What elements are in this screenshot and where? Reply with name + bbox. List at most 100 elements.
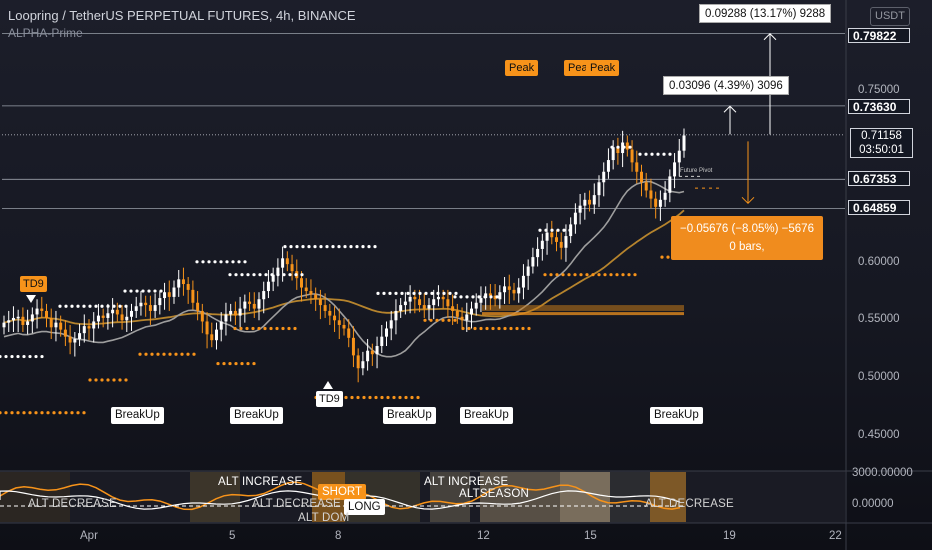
resistance-dot — [270, 273, 274, 277]
candle-body — [540, 240, 544, 249]
resistance-dot — [16, 354, 20, 359]
resistance-dot — [234, 273, 238, 277]
support-dot — [485, 326, 489, 331]
price-tick: 0.75000 — [858, 84, 900, 96]
support-dot — [491, 326, 495, 331]
measure-down-box[interactable]: −0.05676 (−8.05%) −5676 0 bars, — [671, 216, 823, 260]
support-dot — [251, 326, 255, 331]
support-dot — [28, 411, 32, 415]
candle-body — [616, 147, 620, 154]
td9-top-label: TD9 — [20, 276, 47, 292]
candle-body — [375, 346, 379, 355]
resistance-dot — [258, 273, 262, 277]
candle-body — [470, 308, 473, 315]
resistance-dot — [240, 273, 244, 277]
slow-ma-line — [3, 209, 685, 326]
support-dot — [479, 326, 483, 331]
resistance-dot — [550, 228, 554, 232]
resistance-dot — [295, 245, 299, 249]
candle-body — [578, 205, 582, 213]
candle-body — [531, 257, 535, 267]
support-dot — [467, 326, 471, 331]
candle-body — [82, 326, 86, 334]
resistance-dot — [331, 245, 335, 249]
candle-body — [503, 286, 507, 293]
candle-body — [356, 355, 360, 369]
resistance-dot — [319, 245, 323, 249]
candle-body — [262, 291, 266, 300]
candle-body — [644, 182, 648, 191]
support-dot — [447, 318, 451, 322]
candle-body — [588, 199, 592, 205]
support-dot — [410, 395, 414, 400]
time-tick: 8 — [335, 530, 342, 542]
support-dot — [162, 352, 166, 356]
candle-body — [30, 314, 34, 322]
candle-body — [186, 284, 190, 290]
support-dot — [106, 378, 110, 382]
resistance-dot — [264, 273, 268, 277]
support-dot — [368, 395, 372, 400]
support-dot — [246, 361, 250, 366]
support-dot — [561, 273, 565, 277]
support-dot — [281, 326, 285, 331]
support-dot — [76, 411, 80, 415]
resistance-dot — [82, 304, 86, 308]
support-dot — [144, 352, 148, 356]
candle-body — [177, 279, 181, 288]
price-level-label: 0.67353 — [848, 171, 910, 186]
candle-body — [351, 337, 355, 356]
resistance-dot — [228, 273, 232, 277]
resistance-dot — [4, 354, 8, 359]
candle-body — [413, 296, 417, 300]
resistance-dot — [628, 145, 632, 149]
support-dot — [293, 326, 297, 331]
support-dot — [603, 273, 607, 277]
currency-badge[interactable]: USDT — [870, 7, 910, 26]
time-tick: 15 — [584, 530, 597, 542]
resistance-dot — [412, 291, 416, 295]
candle-body — [68, 336, 72, 343]
resistance-dot — [153, 289, 157, 293]
measure-long-label[interactable]: 0.09288 (13.17%) 9288 — [699, 4, 832, 23]
current-price-label: 0.71158 03:50:01 — [850, 128, 913, 158]
support-dot — [22, 411, 26, 415]
price-tick: 0.60000 — [858, 256, 900, 268]
candle-body — [35, 308, 39, 315]
chart-title: Loopring / TetherUS PERPETUAL FUTURES, 4… — [8, 8, 356, 23]
resistance-dot — [436, 291, 440, 295]
candle-body — [59, 322, 63, 330]
candle-body — [45, 310, 48, 318]
indicator-label: ALT DECREASE — [645, 498, 734, 510]
candle-body — [323, 305, 327, 311]
measure-down-line2: 0 bars, — [729, 241, 765, 253]
resistance-dot — [225, 260, 229, 264]
resistance-dot — [22, 354, 26, 359]
support-dot — [515, 326, 519, 331]
candle-body — [148, 305, 152, 311]
measure-short-label[interactable]: 0.03096 (4.39%) 3096 — [663, 76, 789, 95]
resistance-dot — [243, 260, 247, 264]
price-tick: 0.45000 — [858, 429, 900, 441]
candle-body — [389, 320, 393, 329]
candle-body — [446, 299, 450, 307]
candle-body — [63, 329, 67, 337]
candle-body — [130, 310, 133, 317]
candle-body — [625, 142, 629, 150]
candle-body — [630, 149, 634, 163]
candle-body — [139, 302, 143, 307]
time-tick: 22 — [829, 530, 842, 542]
bar-countdown: 03:50:01 — [859, 144, 904, 156]
price-tick: 0.55000 — [858, 313, 900, 325]
resistance-dot — [544, 228, 548, 232]
candle-body — [87, 326, 91, 329]
support-dot — [461, 326, 465, 331]
resistance-dot — [124, 304, 128, 308]
candle-body — [144, 302, 148, 306]
support-dot — [660, 255, 664, 259]
support-dot — [239, 326, 243, 331]
measure-down-line1: −0.05676 (−8.05%) −5676 — [680, 223, 814, 235]
support-dot — [567, 273, 571, 277]
candle-body — [649, 190, 653, 199]
